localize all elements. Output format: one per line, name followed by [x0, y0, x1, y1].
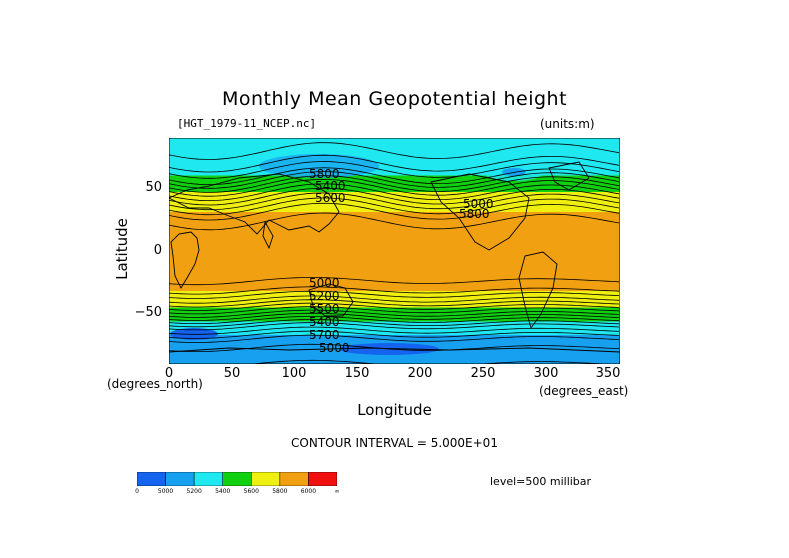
north-america-coast: [430, 173, 530, 251]
x-tick-label: 150: [344, 366, 370, 381]
colorbar-swatch: [279, 472, 309, 486]
contour-label: 5400: [309, 315, 340, 329]
contour-line: [169, 322, 620, 331]
contour-line: [169, 326, 620, 335]
contour-line: [169, 295, 620, 304]
y-tick-label: 50: [145, 180, 162, 195]
contour-label: 5000: [319, 341, 350, 355]
contour-line: [169, 161, 620, 179]
contour-line: [169, 197, 620, 216]
contour-line: [169, 171, 620, 189]
colorbar-swatch: [137, 472, 166, 486]
contour-line: [169, 277, 620, 286]
contour-label: 5700: [309, 328, 340, 342]
colorbar-swatch: [193, 472, 223, 486]
arctic-low-core: [502, 168, 526, 176]
x-tick-label: 0: [164, 366, 174, 381]
contour-label-group: 5000 5200 5500 5400 5700 5000 5800 5400 …: [309, 167, 494, 355]
greenland-coast: [548, 161, 590, 191]
contour-label: 5600: [315, 191, 346, 205]
colorbar-tick-label: 0: [135, 488, 139, 495]
contour-line: [169, 202, 620, 221]
contour-line: [169, 183, 620, 201]
chart-title: Monthly Mean Geopotential height: [221, 88, 568, 110]
colorbar: [137, 472, 337, 486]
colorbar-tick-label: 5600: [243, 488, 259, 495]
india-coast: [262, 220, 274, 250]
contour-line: [169, 192, 620, 211]
europe-asia-coast: [169, 173, 340, 235]
y-tick-label: −50: [134, 305, 162, 320]
siberian-trough: [259, 154, 379, 178]
x-tick-label: 300: [533, 366, 559, 381]
south-america-coast: [518, 251, 558, 330]
x-tick-label: 50: [223, 366, 241, 381]
contour-map: 5000 5200 5500 5400 5700 5000 5800 5400 …: [169, 138, 620, 364]
contour-line: [169, 142, 620, 160]
contour-line: [169, 286, 620, 295]
colorbar-swatch: [222, 472, 252, 486]
x-unit-label: (degrees_east): [539, 384, 629, 398]
colorbar-tick-label: 5800: [272, 488, 288, 495]
contour-line: [169, 187, 620, 206]
height-field: [169, 138, 620, 364]
contour-label: 5400: [315, 179, 346, 193]
contour-line: [169, 302, 620, 311]
units-label: (units:m): [540, 117, 595, 131]
contour-label: 5000: [463, 197, 494, 211]
contour-label: 5200: [309, 289, 340, 303]
africa-coast: [170, 231, 200, 289]
contour-line: [169, 290, 620, 299]
level-text: level=500 millibar: [490, 475, 592, 488]
contour-label: 5500: [309, 302, 340, 316]
contour-line: [169, 334, 620, 343]
contour-label: 5800: [459, 207, 490, 221]
colorbar-swatch: [165, 472, 195, 486]
contour-label: 5800: [309, 167, 340, 181]
contour-line: [169, 212, 620, 231]
contour-line: [169, 167, 620, 186]
contour-line: [169, 330, 620, 339]
colorbar-tick-label: 6000: [300, 488, 317, 495]
contour-label: 5000: [309, 276, 340, 290]
contour-line: [169, 299, 620, 308]
australia-coast: [308, 283, 354, 317]
file-label: [HGT_1979-11_NCEP.nc]: [177, 117, 317, 130]
contour-interval-text: CONTOUR INTERVAL = 5.000E+01: [291, 436, 498, 450]
colorbar-swatch: [308, 472, 337, 486]
x-axis-label: Longitude: [357, 401, 432, 419]
contour-line: [169, 312, 620, 321]
colorbar-tick-label: 5400: [215, 488, 231, 495]
contour-lines: [169, 142, 620, 364]
y-axis-label: Latitude: [113, 218, 131, 280]
x-tick-label: 250: [470, 366, 496, 381]
contour-line: [169, 319, 620, 328]
contour-line: [169, 178, 620, 197]
colorbar-tick-label: 5000: [157, 488, 174, 495]
contour-line: [169, 309, 620, 318]
x-tick-label: 350: [595, 366, 621, 381]
x-tick-label: 200: [407, 366, 433, 381]
colorbar-tick-label: ∞: [334, 488, 340, 495]
coastlines: [169, 161, 620, 353]
x-tick-label: 100: [281, 366, 307, 381]
colorbar-swatch: [251, 472, 281, 486]
colorbar-tick-label: 5200: [186, 488, 202, 495]
contour-line: [169, 154, 620, 173]
contour-line: [169, 175, 620, 193]
contour-line: [169, 316, 620, 324]
y-tick-label: 0: [153, 243, 162, 258]
antarctica-coast: [169, 347, 620, 353]
contour-line: [248, 359, 614, 364]
y-unit-label: (degrees_north): [107, 377, 203, 391]
